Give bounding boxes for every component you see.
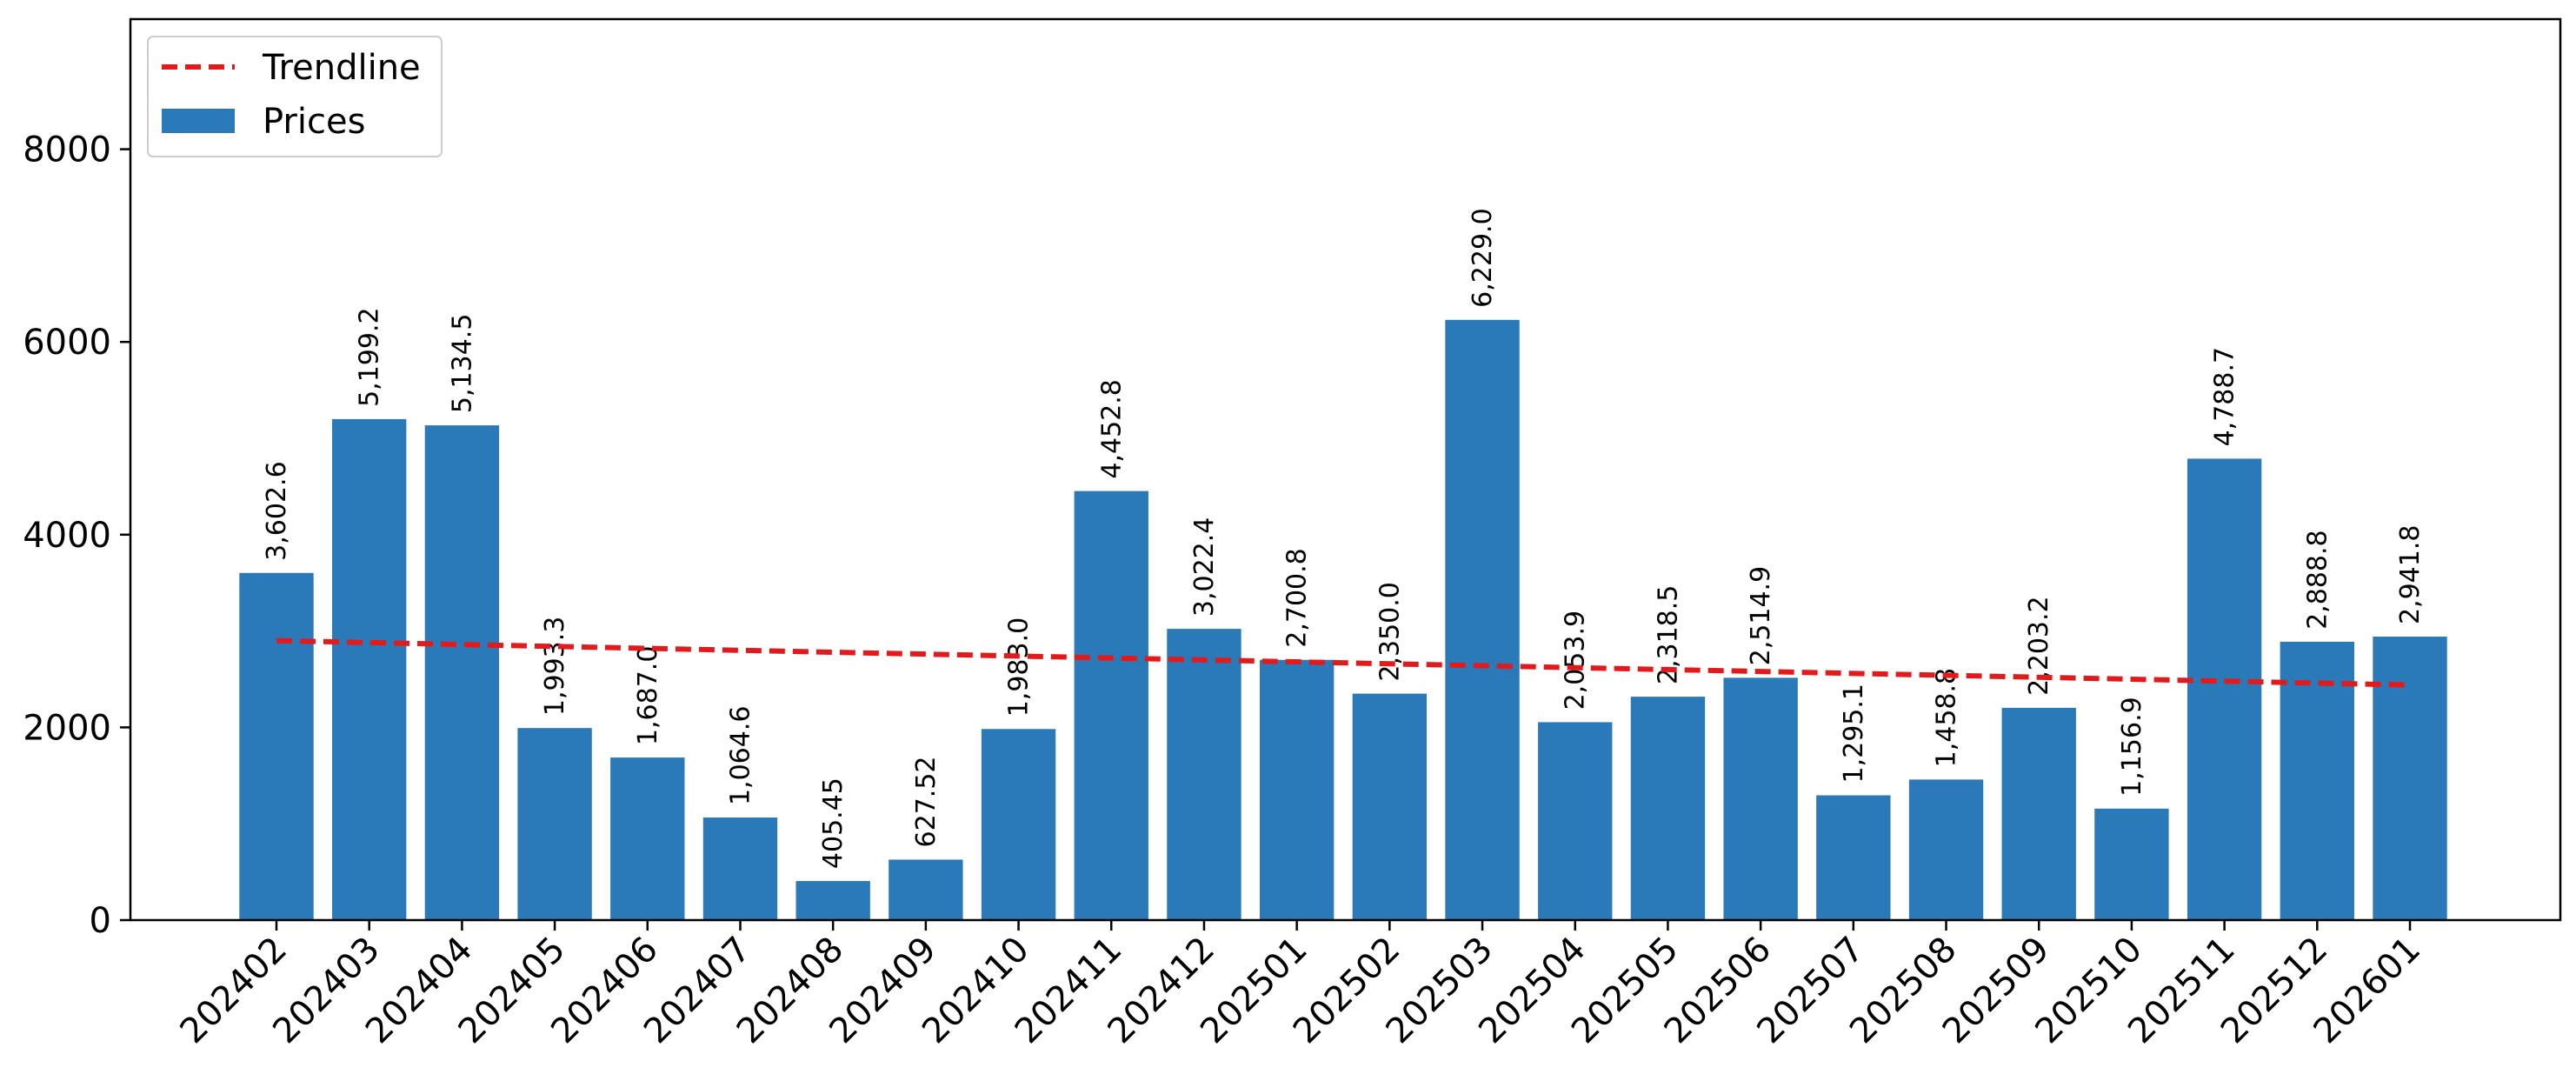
bar-labels-group: 3,602.6 5,199.2 5,134.5 1,993.3 1,687.0 1,064… xyxy=(262,208,2426,869)
bar-value-label: 4,452.8 xyxy=(1096,379,1127,479)
legend: Trendline Prices xyxy=(147,36,443,157)
bar-value-label: 627.52 xyxy=(911,756,942,847)
bar-202504 xyxy=(1538,722,1613,920)
bar-202506 xyxy=(1723,677,1798,920)
bar-value-label: 2,350.0 xyxy=(1375,582,1405,682)
bar-202409 xyxy=(889,859,963,920)
y-tick-label: 4000 xyxy=(23,516,111,556)
y-axis: 0 2000 4000 6000 8000 xyxy=(23,130,130,941)
bar-202505 xyxy=(1630,697,1706,920)
bar-202403 xyxy=(332,418,407,921)
bar-value-label: 2,514.9 xyxy=(1746,566,1776,666)
plot-frame xyxy=(129,17,2562,922)
bar-value-label: 6,229.0 xyxy=(1468,208,1498,308)
x-axis: 2024022024032024042024052024062024072024… xyxy=(173,920,2428,1051)
bar-202509 xyxy=(2001,707,2076,920)
bar-value-label: 2,053.9 xyxy=(1561,611,1591,711)
bar-value-label: 2,700.8 xyxy=(1282,548,1313,648)
bar-202410 xyxy=(981,729,1056,920)
bar-202407 xyxy=(702,817,778,920)
y-tick-label: 6000 xyxy=(23,323,111,363)
bar-value-label: 1,983.0 xyxy=(1004,617,1035,717)
bar-value-label: 3,022.4 xyxy=(1189,517,1220,617)
bar-value-label: 1,687.0 xyxy=(633,646,663,746)
trendline xyxy=(276,637,2411,688)
bar-202507 xyxy=(1816,795,1891,920)
bars-group xyxy=(239,319,2447,921)
bar-value-label: 5,199.2 xyxy=(355,307,385,407)
bar-202408 xyxy=(795,881,870,920)
y-tick-label: 2000 xyxy=(23,708,111,748)
bar-202512 xyxy=(2280,641,2354,920)
legend-prices-swatch xyxy=(162,109,235,133)
bar-202503 xyxy=(1445,319,1520,920)
bar-202601 xyxy=(2373,637,2447,920)
bar-202406 xyxy=(610,757,685,920)
y-tick-label: 0 xyxy=(90,901,111,941)
bar-202501 xyxy=(1259,659,1335,920)
bar-value-label: 2,941.8 xyxy=(2395,525,2426,625)
bar-value-label: 4,788.7 xyxy=(2210,347,2240,447)
bar-202502 xyxy=(1352,693,1428,920)
bar-202411 xyxy=(1074,490,1148,920)
bar-value-label: 1,156.9 xyxy=(2117,697,2147,797)
bar-202511 xyxy=(2187,458,2262,920)
bar-value-label: 1,295.1 xyxy=(1839,684,1869,784)
bar-value-label: 405.45 xyxy=(818,777,849,869)
bar-202508 xyxy=(1908,779,1984,920)
bar-value-label: 2,203.2 xyxy=(2024,596,2054,696)
bar-202405 xyxy=(517,728,592,920)
y-tick-label: 8000 xyxy=(23,130,111,170)
bar-value-label: 1,458.8 xyxy=(1932,668,1962,768)
bar-value-label: 1,064.6 xyxy=(725,706,755,806)
legend-trendline-label: Trendline xyxy=(262,48,421,88)
legend-prices-label: Prices xyxy=(263,102,365,142)
bar-202402 xyxy=(239,572,314,920)
bar-value-label: 1,993.3 xyxy=(540,617,570,717)
bar-202404 xyxy=(424,425,500,920)
bar-value-label: 3,602.6 xyxy=(262,461,292,561)
bar-202510 xyxy=(2094,808,2169,920)
bar-202412 xyxy=(1167,629,1241,920)
bar-value-label: 2,888.8 xyxy=(2302,530,2333,630)
bar-value-label: 5,134.5 xyxy=(447,314,477,414)
